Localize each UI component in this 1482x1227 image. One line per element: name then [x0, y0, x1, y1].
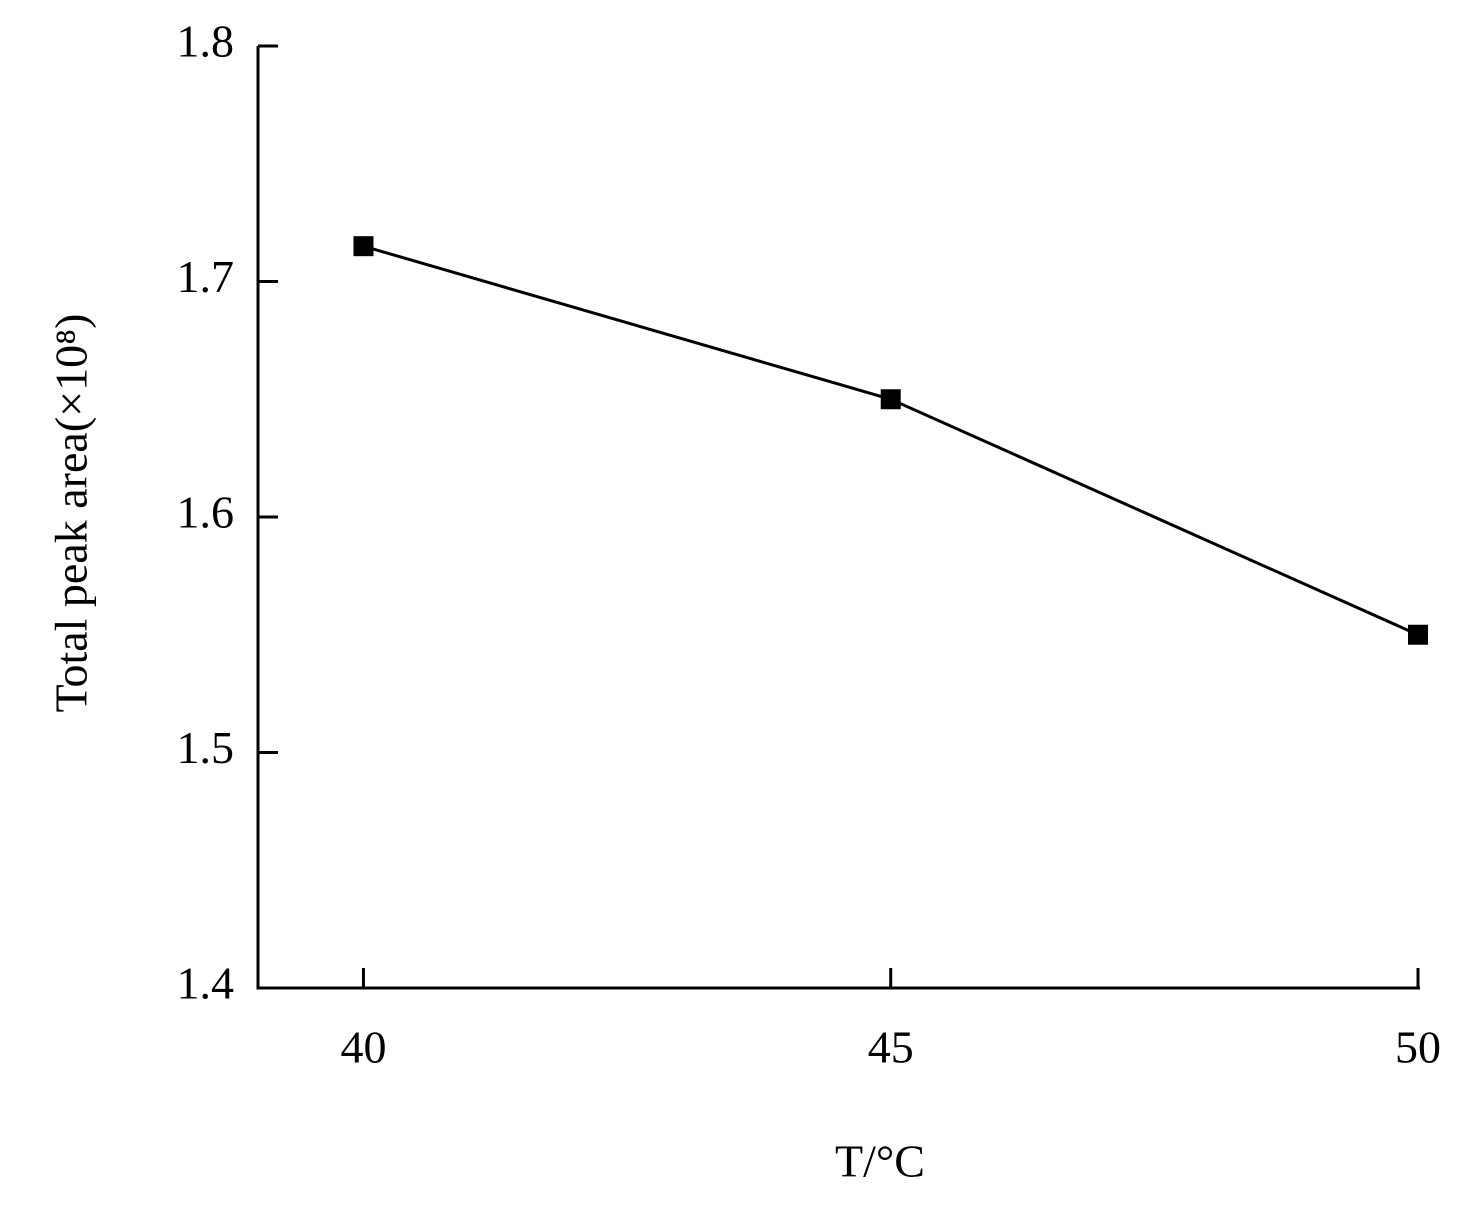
x-tick-label: 50: [1395, 1022, 1441, 1073]
y-axis-label: Total peak area(×10⁸): [46, 314, 97, 713]
y-tick-label: 1.7: [177, 251, 235, 302]
x-axis-label: T/°C: [835, 1136, 925, 1187]
point-marker: [353, 236, 374, 257]
y-tick-label: 1.6: [177, 487, 235, 538]
y-tick-label: 1.8: [177, 16, 235, 67]
point-marker: [1408, 624, 1428, 645]
series-line: [363, 244, 1419, 637]
y-tick-label: 1.4: [177, 958, 235, 1009]
point-marker: [880, 389, 901, 410]
x-tick-label: 40: [340, 1022, 386, 1073]
x-tick-label: 45: [868, 1022, 914, 1073]
y-tick-label: 1.5: [177, 722, 235, 773]
